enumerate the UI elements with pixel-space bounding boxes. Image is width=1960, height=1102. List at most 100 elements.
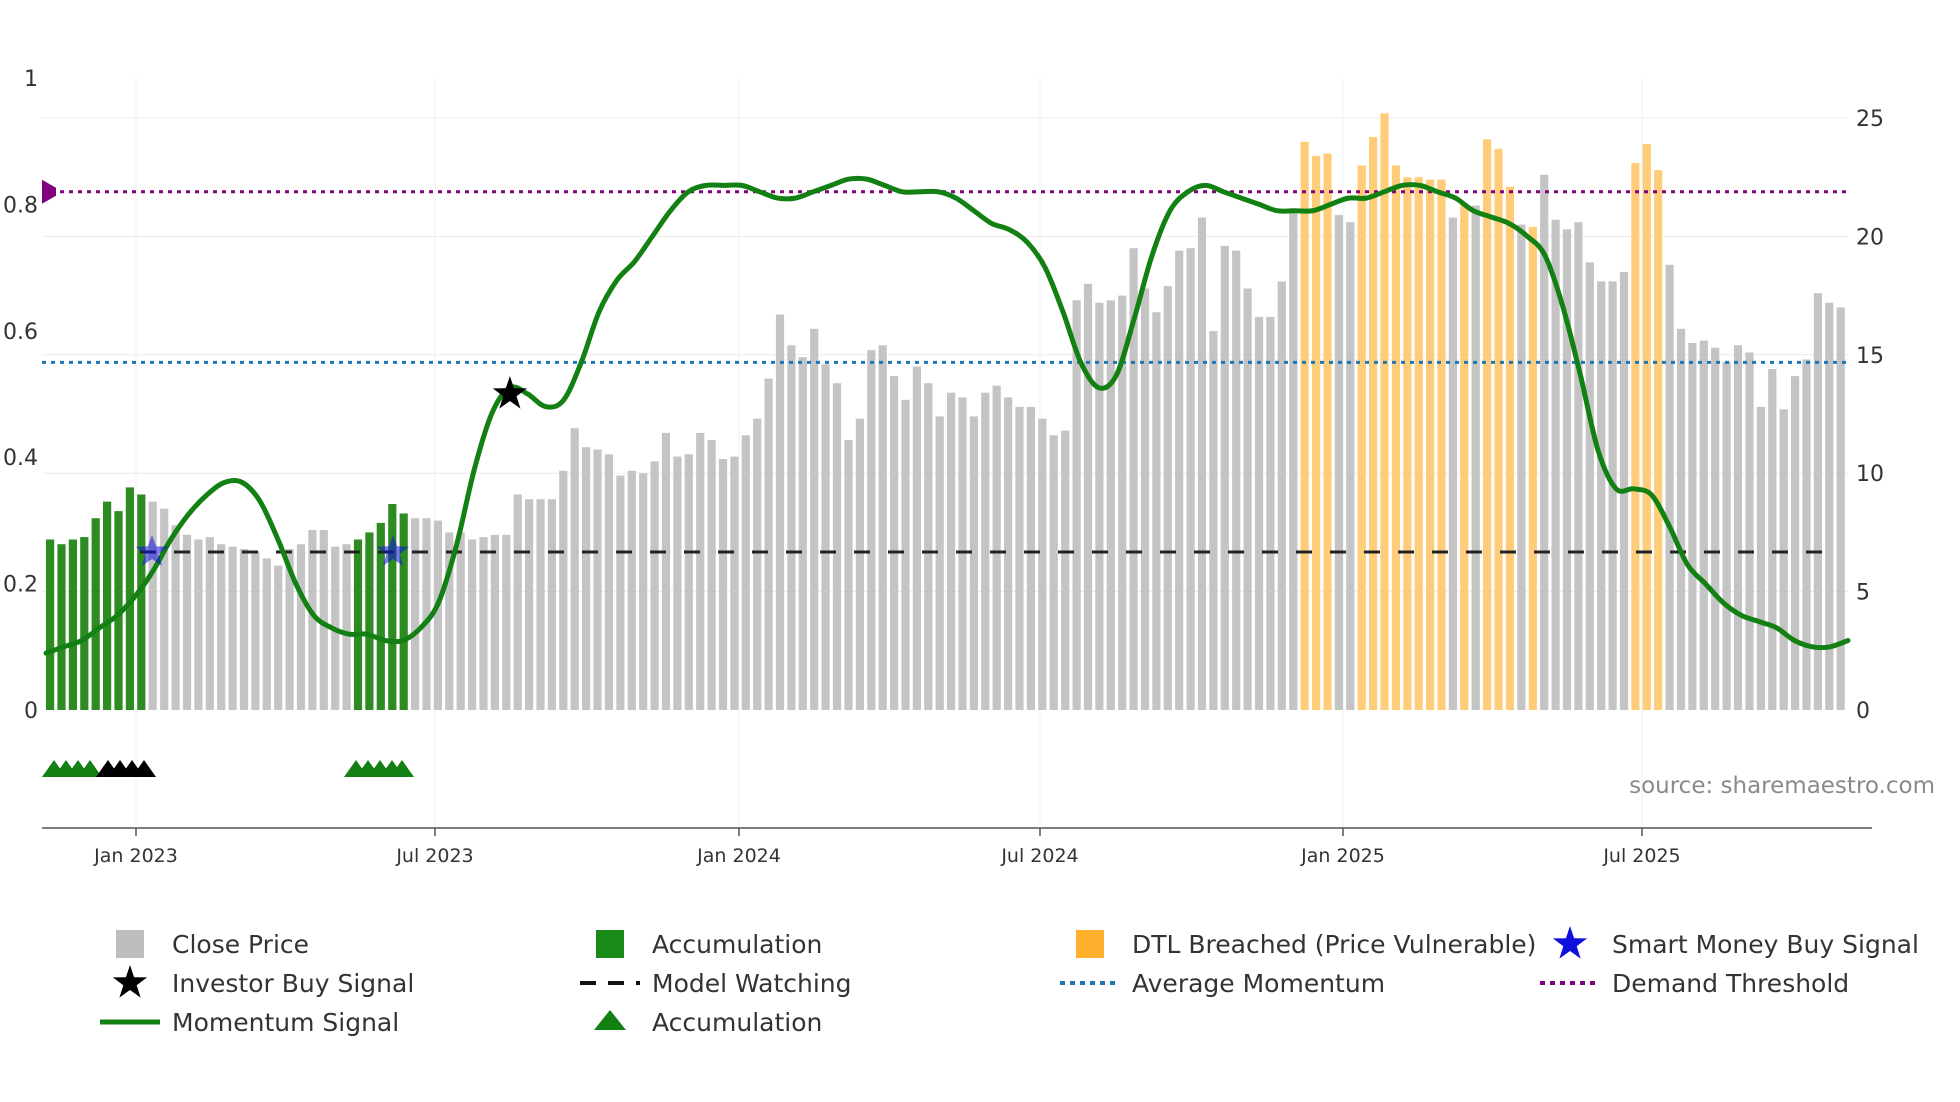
price-bar [57,544,66,710]
triangle-icon [594,1010,626,1030]
legend-entry: Average Momentum [1060,969,1385,998]
price-bar [490,534,499,710]
price-bar [1676,328,1686,710]
price-bar [1232,250,1241,710]
x-axis-tick-label: Jul 2025 [1602,845,1680,867]
price-bar [160,508,169,710]
price-bar [479,537,488,710]
price-bar [1471,205,1480,710]
legend-label: Accumulation [652,930,822,959]
price-bar [1106,300,1115,710]
x-axis-tick-label: Jul 2023 [395,845,473,867]
price-bar [1140,288,1150,710]
price-bar [1414,177,1423,710]
legend-label: Close Price [172,930,309,959]
price-bar [764,378,773,710]
price-bar [1426,179,1435,711]
investor-buy-signal-star [492,376,527,409]
price-bar [1061,430,1070,710]
price-bar [844,440,853,710]
price-bar [1391,165,1400,710]
price-bar [741,435,750,710]
star-icon [112,965,148,998]
price-bar [1380,113,1389,711]
price-bar [832,383,842,710]
left-axis-tick-label: 1 [24,67,38,92]
price-bar [1334,215,1343,710]
price-bar [433,520,442,710]
legend-label: Momentum Signal [172,1008,399,1037]
price-bar [1175,250,1184,710]
price-bar [399,513,408,710]
price-bar [365,532,374,710]
price-bar [1403,177,1412,710]
price-bar [171,525,180,710]
price-bar [182,534,192,710]
price-bar [559,470,568,710]
price-bar [981,392,990,710]
price-bar [730,456,739,710]
right-axis-tick-label: 5 [1856,581,1870,606]
price-bar [1665,264,1674,710]
price-bar [1083,283,1093,710]
price-bar [1448,217,1457,710]
momentum-signal-line [43,175,1851,656]
price-bar [1300,141,1309,710]
square-icon [1076,930,1104,958]
price-bar [1825,302,1834,710]
price-bar [114,511,123,710]
price-bar [1015,406,1024,710]
price-bar [103,501,112,710]
price-bar [1540,174,1549,711]
accumulation-triangle [390,760,414,777]
price-bar [1243,288,1252,710]
legend: Close Price Accumulation DTL Breached (Pri… [100,926,1919,1037]
price-bar [661,432,671,710]
price-bar [1574,222,1583,710]
legend-label: Investor Buy Signal [172,969,414,998]
price-bar [1437,179,1446,711]
price-bar [1072,300,1081,710]
price-bar [285,549,294,710]
price-bar [1608,281,1617,710]
price-bar [992,385,1001,710]
price-bar [627,470,636,710]
x-axis-tick-label: Jul 2024 [1000,845,1078,867]
price-bar [239,549,249,710]
price-bar [251,551,260,710]
left-axis-tick-label: 0.4 [3,446,38,471]
price-bar [217,544,226,710]
price-bar [1323,153,1332,710]
price-bar [821,364,830,710]
x-axis-tick-label: Jan 2024 [696,845,781,867]
legend-label: DTL Breached (Price Vulnerable) [1132,930,1536,959]
price-bar [91,518,100,710]
price-bar [901,399,910,710]
price-bar [1254,316,1264,710]
price-bar [1711,347,1720,710]
demand-threshold-marker [42,179,56,204]
price-bar [673,456,682,710]
price-bar [525,499,534,710]
price-bar [912,366,921,710]
price-bar [1597,281,1606,710]
price-bar [707,440,716,710]
price-bar [1528,226,1537,710]
price-bar [650,461,659,710]
legend-label: Smart Money Buy Signal [1612,930,1919,959]
accumulation-triangle [78,760,102,777]
price-bar [958,397,967,710]
price-bar [228,546,237,710]
price-bar [1654,170,1663,711]
smart-money-buy-signal-star [135,535,169,566]
price-bar [593,449,602,710]
star-icon [1552,926,1588,959]
legend-entry: Accumulation [596,930,822,959]
price-bar [1733,345,1743,710]
right-axis-tick-label: 10 [1856,462,1884,487]
legend-entry: Close Price [116,930,309,959]
price-bar [787,345,796,710]
price-bar [1802,359,1811,710]
price-bar [411,518,420,710]
